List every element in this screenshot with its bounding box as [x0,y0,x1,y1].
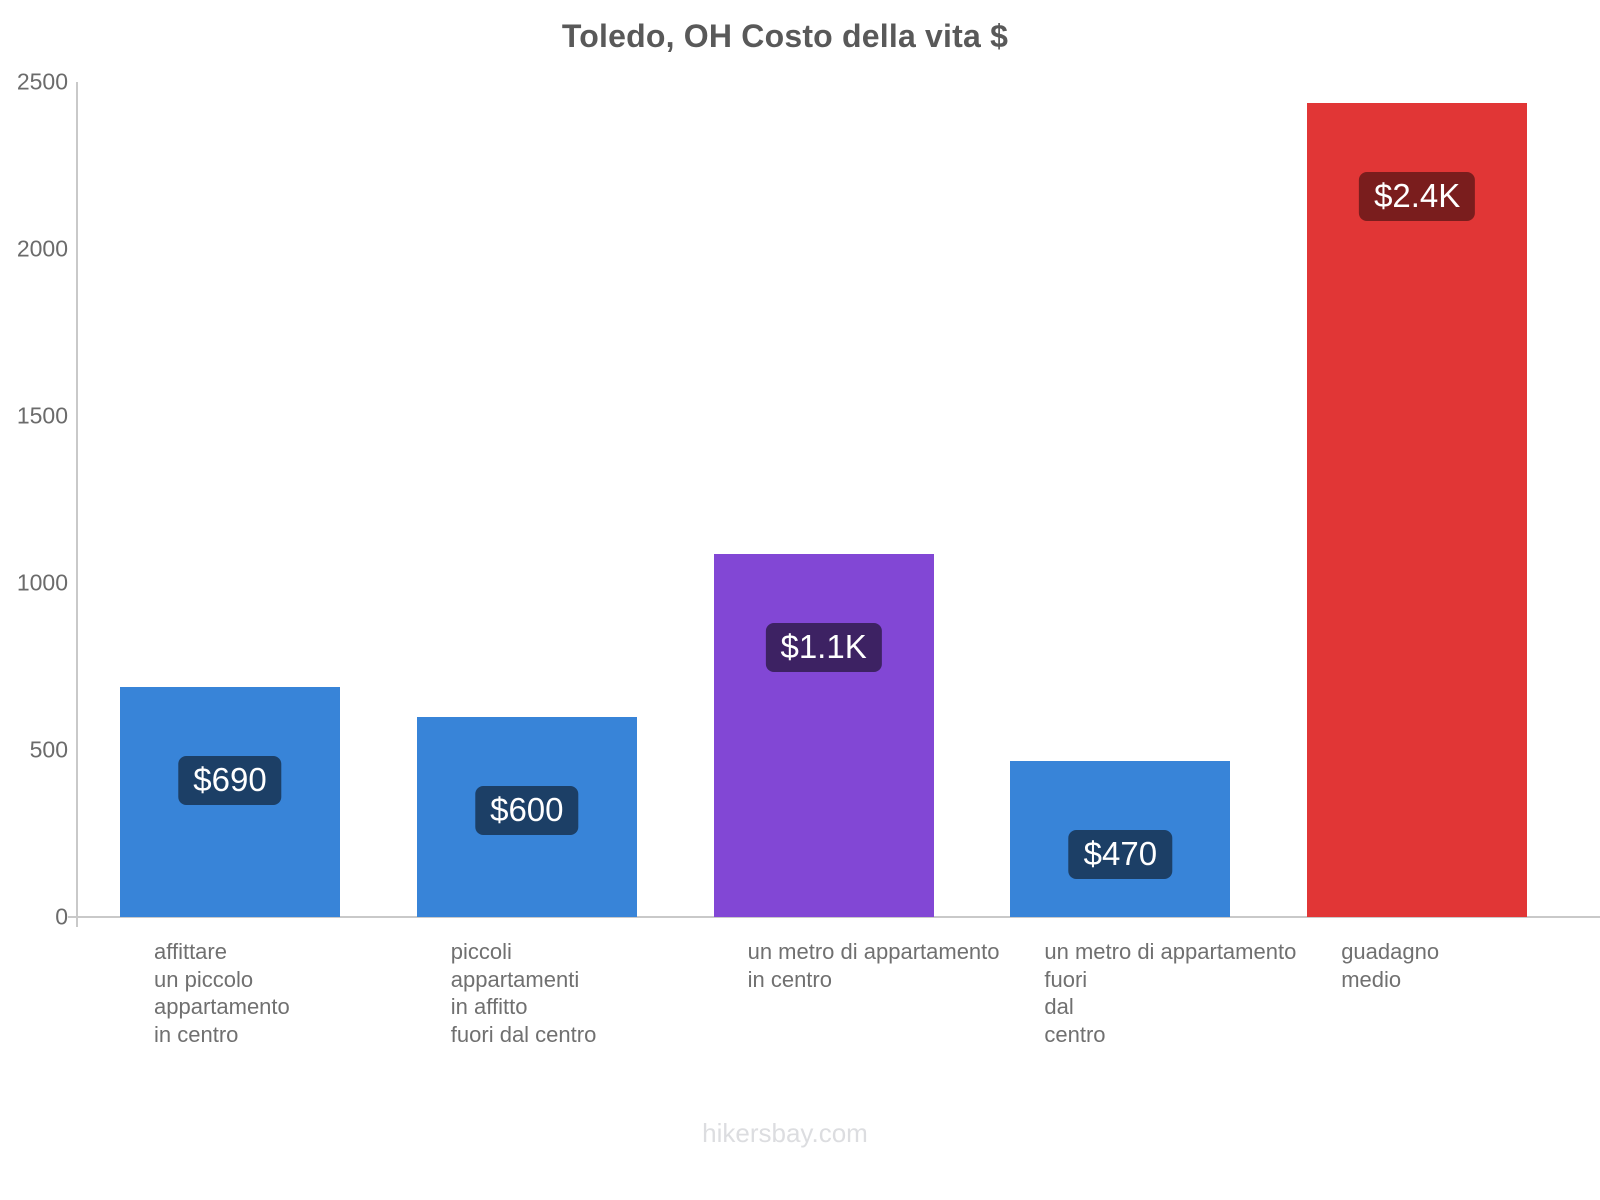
x-axis-category-label: guadagno medio [1341,939,1440,992]
y-axis-tick-label: 2000 [16,235,68,262]
x-axis-line [68,916,1600,918]
bar[interactable]: $470 [1010,761,1231,917]
bar[interactable]: $1.1K [713,553,934,917]
x-axis-category-label: un metro di appartamento in centro [747,939,1000,992]
x-axis-category-label: piccoli appartamenti in affitto fuori da… [450,939,597,1047]
x-axis-category-label: affittare un piccolo appartamento in cen… [154,939,290,1047]
bar[interactable]: $690 [120,686,340,917]
bar[interactable]: $2.4K [1307,103,1528,917]
y-axis-tick-labels: 0 500 1000 1500 2000 2500 [0,0,68,1200]
page-title: Toledo, OH Costo della vita $ [561,18,1009,54]
x-axis-category-label: un metro di appartamento fuori dal centr… [1044,939,1297,1047]
plot-area: $690 $600 $1.1K $470 $2.4K [76,82,1560,917]
bar-value-label: $470 [1068,830,1173,880]
watermark: hikersbay.com [702,1118,868,1148]
bar-value-label: $1.1K [765,622,882,672]
y-axis-tick-label: 2500 [16,68,68,95]
y-axis-tick-label: 500 [29,736,68,763]
bar-value-label: $2.4K [1359,172,1476,222]
y-axis-tick-label: 1500 [16,402,68,429]
bar[interactable]: $600 [416,716,637,917]
y-axis-tick-label: 0 [55,903,68,930]
bar-value-label: $600 [475,785,579,835]
y-axis-line [76,82,78,927]
bar-value-label: $690 [178,755,282,805]
y-axis-tick-label: 1000 [16,569,68,596]
